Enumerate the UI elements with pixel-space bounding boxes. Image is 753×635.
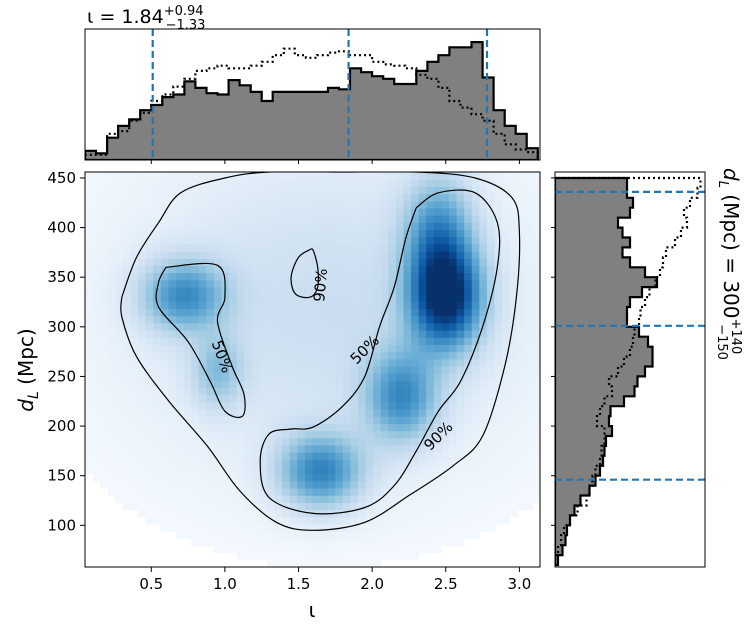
y-tick-label: 100 xyxy=(47,516,76,534)
contour-3 xyxy=(120,172,521,531)
right-hist-dotted xyxy=(555,176,702,565)
y-axis-label: dL (Mpc) xyxy=(14,328,42,411)
y-tick-label: 450 xyxy=(47,169,76,187)
top-hist-dotted xyxy=(85,47,539,160)
right-hist-filled xyxy=(555,176,659,567)
x-tick-label: 2.5 xyxy=(434,575,458,593)
contour-1 xyxy=(290,248,320,299)
y-tick-label: 400 xyxy=(47,219,76,237)
right-marginal-panel: dL (Mpc) = 300+140−150 xyxy=(551,168,743,568)
top-marginal-panel: ι = 1.84+0.94 −1.33 xyxy=(84,4,541,164)
contour-label-1: 90% xyxy=(310,268,331,303)
y-tick-label: 250 xyxy=(47,367,76,385)
y-tick-label: 200 xyxy=(47,417,76,435)
right-panel-frame xyxy=(554,171,706,568)
y-tick-label: 300 xyxy=(47,318,76,336)
top-panel-title: ι = 1.84+0.94 −1.33 xyxy=(87,4,205,33)
contour-0 xyxy=(155,262,246,418)
joint-panel: 50%90%50%90% 0.5 1.0 1.5 2.0 2.5 3.0100150200… xyxy=(14,169,541,622)
main-panel-frame xyxy=(84,171,541,568)
x-tick-label: 3.0 xyxy=(507,575,531,593)
x-tick-label: 2.0 xyxy=(360,575,384,593)
x-tick-label: 0.5 xyxy=(139,575,163,593)
x-axis-label: ι xyxy=(309,598,316,622)
y-tick-label: 150 xyxy=(47,467,76,485)
right-panel-title: dL (Mpc) = 300+140−150 xyxy=(714,168,743,360)
contour-2 xyxy=(259,189,501,515)
x-tick-label: 1.5 xyxy=(287,575,311,593)
y-tick-label: 350 xyxy=(47,268,76,286)
top-panel-frame xyxy=(84,28,541,161)
x-tick-label: 1.0 xyxy=(213,575,237,593)
